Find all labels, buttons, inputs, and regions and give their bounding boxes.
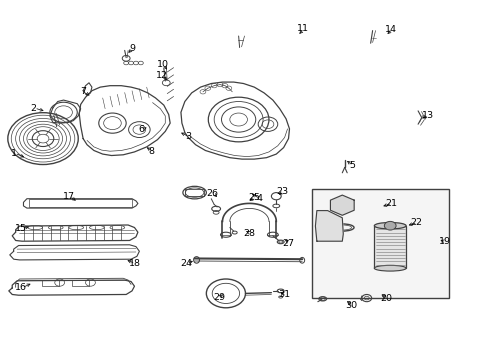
Text: 12: 12 bbox=[156, 71, 168, 80]
Bar bbox=[29, 199, 132, 207]
Text: 15: 15 bbox=[15, 224, 26, 233]
Bar bbox=[41, 280, 59, 286]
Text: 5: 5 bbox=[348, 161, 354, 170]
Text: 1: 1 bbox=[11, 149, 17, 158]
Text: 9: 9 bbox=[129, 44, 135, 53]
Text: 26: 26 bbox=[206, 189, 218, 198]
Text: 19: 19 bbox=[438, 238, 450, 246]
Ellipse shape bbox=[374, 222, 405, 229]
Ellipse shape bbox=[374, 265, 405, 271]
Text: 23: 23 bbox=[276, 187, 288, 196]
Text: 14: 14 bbox=[385, 25, 396, 34]
Polygon shape bbox=[330, 195, 353, 215]
Text: 17: 17 bbox=[62, 192, 74, 201]
Text: 16: 16 bbox=[15, 284, 26, 292]
Text: 31: 31 bbox=[278, 290, 290, 299]
Bar bbox=[374, 226, 405, 268]
Circle shape bbox=[384, 221, 395, 230]
Text: 11: 11 bbox=[297, 24, 308, 33]
Text: 13: 13 bbox=[421, 111, 433, 120]
Circle shape bbox=[334, 200, 349, 211]
Text: 24: 24 bbox=[180, 259, 191, 268]
Text: 30: 30 bbox=[345, 301, 356, 310]
Text: 29: 29 bbox=[213, 292, 224, 302]
Text: 18: 18 bbox=[128, 259, 140, 268]
Bar bbox=[311, 189, 448, 298]
Text: 4: 4 bbox=[256, 194, 262, 203]
Text: 28: 28 bbox=[243, 229, 255, 238]
Text: 22: 22 bbox=[410, 218, 422, 227]
Text: 7: 7 bbox=[80, 87, 86, 96]
Text: 20: 20 bbox=[380, 294, 391, 302]
Text: 3: 3 bbox=[185, 132, 191, 141]
Text: 27: 27 bbox=[282, 238, 294, 248]
Text: 6: 6 bbox=[139, 125, 144, 134]
Text: 2: 2 bbox=[30, 104, 36, 112]
Text: 25: 25 bbox=[248, 193, 260, 202]
Text: 10: 10 bbox=[157, 60, 168, 69]
Bar bbox=[72, 280, 89, 286]
Polygon shape bbox=[315, 211, 343, 241]
Text: 21: 21 bbox=[385, 199, 396, 208]
Text: 8: 8 bbox=[148, 147, 154, 156]
